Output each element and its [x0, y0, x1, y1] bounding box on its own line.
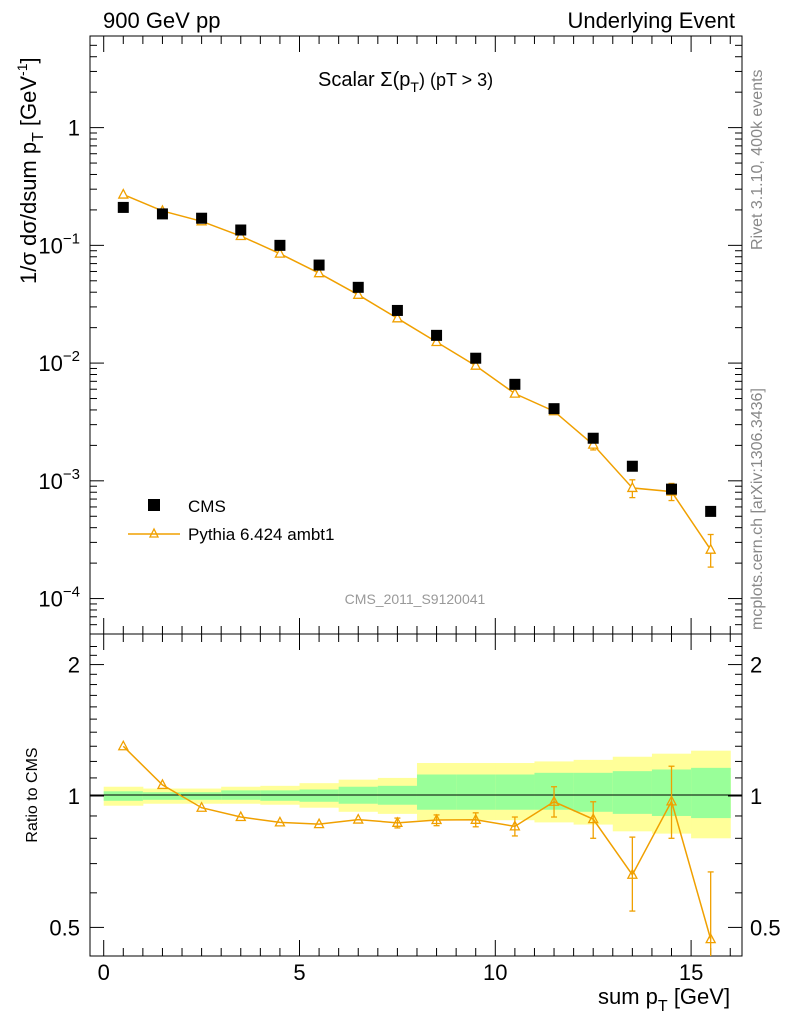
inner-band-segment [416, 774, 457, 810]
cms-point [548, 403, 560, 415]
ratio-pythia-point [117, 739, 129, 751]
y-tick-label: 1 [68, 116, 80, 141]
pythia-line [122, 193, 712, 551]
ratio-uncertainty-bands [103, 750, 731, 839]
pythia-point [509, 387, 521, 398]
pythia-point [626, 481, 638, 493]
cms-point [431, 329, 443, 341]
y-axis-label: 1/σ dσ/dsum pT[GeV-1] [14, 57, 47, 284]
header-left: 900 GeV pp [103, 8, 220, 33]
inner-band-segment [142, 792, 183, 800]
ratio-y-ticks: 0.5 0.5 1 1 2 2 [49, 646, 781, 940]
mcplots-reference-text: mcplots.cern.ch [arXiv:1306.3436] [749, 388, 766, 630]
main-x-ticks [103, 36, 731, 634]
chart-title: Scalar Σ(pT) (pT > 3) [318, 69, 493, 95]
inner-band-segment [182, 792, 222, 800]
cms-point [509, 378, 521, 390]
ratio-pythia-point [274, 816, 286, 827]
ratio-pythia-point [430, 813, 443, 825]
pythia-point [274, 247, 286, 258]
ratio-pythia-point [156, 778, 169, 790]
ratio-pythia-point [587, 812, 599, 824]
ratio-y-tick-label: 1 [68, 784, 80, 809]
pythia-point [313, 266, 325, 278]
main-panel: 110−110−210−310−4 Scalar Σ(pT) (pT > 3) … [14, 35, 743, 635]
inner-band-segment [299, 789, 340, 802]
header-right: Underlying Event [567, 8, 735, 33]
main-y-ticks: 1 10−1 10−2 10−3 10−4 [38, 35, 742, 635]
ratio-pythia-point [509, 819, 521, 831]
series-cms [117, 201, 717, 517]
ratio-pythia-line [122, 745, 712, 940]
cms-point [666, 483, 678, 495]
y-tick-label: 10−3 [38, 466, 80, 494]
x-tick-label: 10 [483, 960, 507, 985]
pythia-point [470, 359, 482, 370]
cms-point [470, 352, 482, 364]
ratio-pythia-point [352, 813, 364, 824]
inner-band-segment [456, 774, 496, 810]
legend-cms-marker [148, 499, 160, 511]
pythia-point [117, 188, 129, 199]
inner-band-segment [691, 767, 731, 819]
main-frame [89, 35, 743, 635]
cms-point [156, 208, 168, 220]
legend-pythia-label: Pythia 6.424 ambt1 [188, 525, 334, 544]
ratio-pythia-point [313, 817, 325, 829]
y-tick-label: 10−2 [38, 348, 80, 376]
ratio-series-pythia [117, 739, 717, 956]
ratio-y-tick-label-right: 2 [750, 653, 762, 678]
ratio-pythia-point [470, 813, 482, 824]
ratio-pythia-point [626, 868, 638, 879]
x-tick-label: 0 [98, 960, 110, 985]
y-tick-label: 10−1 [38, 230, 80, 258]
cms-point [626, 460, 638, 472]
ratio-frame [89, 633, 743, 957]
rivet-version-text: Rivet 3.1.10, 400k events [749, 69, 766, 250]
cms-point [391, 304, 403, 316]
analysis-id-watermark: CMS_2011_S9120041 [345, 591, 486, 607]
cms-point [235, 224, 247, 236]
inner-band-segment [260, 790, 301, 801]
ratio-y-axis-label: Ratio to CMS [24, 747, 41, 842]
ratio-panel: 0.5 0.5 1 1 2 2 0 5 10 15 Ratio to CMS sum pT [G… [24, 633, 781, 1015]
legend: CMS Pythia 6.424 ambt1 [128, 497, 334, 544]
ratio-y-tick-label-right: 1 [750, 784, 762, 809]
x-axis-label: sum pT [GeV] [598, 984, 730, 1015]
ratio-y-tick-label: 2 [68, 653, 80, 678]
inner-band-segment [495, 774, 535, 810]
cms-point [705, 505, 717, 517]
legend-pythia-marker [148, 527, 160, 538]
ratio-pythia-point [196, 801, 208, 812]
cms-point [117, 201, 129, 213]
series-pythia [117, 188, 717, 568]
cms-point [313, 259, 325, 271]
cms-point [352, 281, 364, 293]
ratio-pythia-point [391, 816, 403, 827]
inner-band-segment [103, 791, 144, 801]
pythia-point [430, 335, 443, 347]
pythia-point [705, 543, 717, 554]
pythia-point [587, 438, 599, 449]
ratio-y-tick-label: 0.5 [49, 915, 80, 940]
pythia-point [391, 311, 403, 323]
x-tick-label: 15 [679, 960, 703, 985]
x-tick-label: 5 [293, 960, 305, 985]
ratio-pythia-point [665, 794, 678, 806]
ratio-pythia-point [705, 932, 717, 944]
inner-band-segment [612, 771, 653, 814]
ratio-pythia-point [548, 795, 560, 806]
y-tick-label: 10−4 [38, 584, 80, 612]
cms-point [196, 212, 208, 224]
cms-point [587, 432, 599, 444]
ratio-y-tick-label-right: 0.5 [750, 915, 781, 940]
legend-cms-label: CMS [188, 497, 226, 516]
cms-point [274, 239, 286, 251]
pythia-point [352, 288, 364, 299]
ratio-pythia-point [235, 810, 247, 822]
